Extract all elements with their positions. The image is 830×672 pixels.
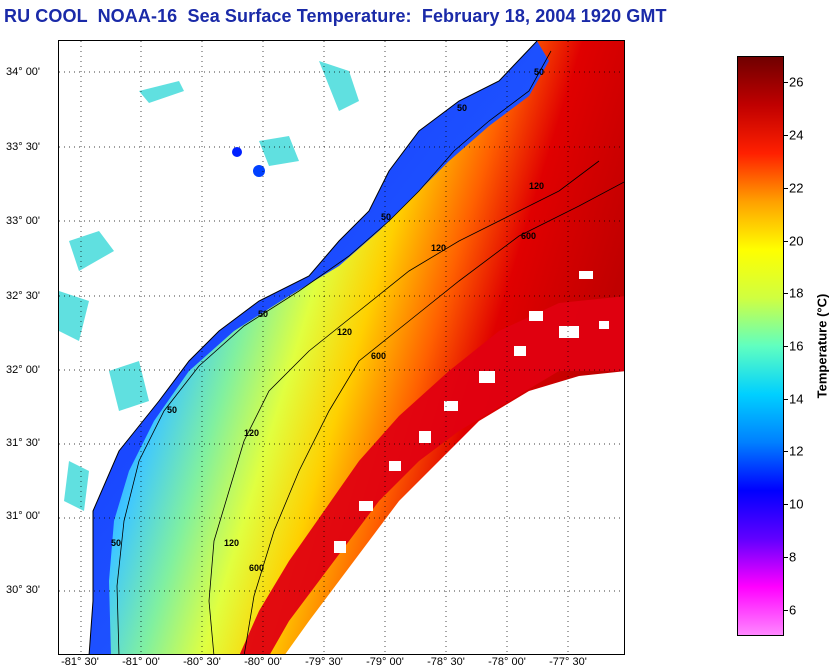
lon-label: -80° 00' — [244, 656, 282, 668]
contour-label: 120 — [224, 538, 239, 548]
colorbar-tick-label: 22 — [789, 180, 804, 196]
lat-label: 30° 30' — [6, 584, 41, 596]
contour-label: 50 — [258, 309, 268, 319]
colorbar-tick-label: 12 — [789, 443, 804, 459]
isobath-50 — [116, 50, 552, 654]
lat-label: 31° 30' — [6, 437, 41, 449]
contour-label: 50 — [167, 405, 177, 415]
cloud-mask — [285, 371, 624, 654]
colorbar-tick-label: 14 — [789, 391, 804, 407]
contour-label: 120 — [431, 243, 446, 253]
colorbar-tick-label: 24 — [789, 127, 804, 143]
colorbar-tick-mark — [784, 346, 788, 347]
colorbar-tick-mark — [784, 609, 788, 611]
land-mass — [59, 41, 537, 654]
contour-label: 50 — [111, 538, 121, 548]
colorbar-tick-mark — [784, 398, 788, 400]
colorbar-tick-mark — [784, 556, 788, 558]
colorbar-tick-mark — [784, 504, 788, 506]
contour-label: 50 — [457, 103, 467, 113]
lat-label: 34° 00' — [6, 66, 41, 78]
isobath-120 — [208, 160, 600, 654]
colorbar-tick-label: 6 — [789, 602, 797, 618]
colorbar-tick-mark — [784, 451, 788, 453]
colorbar-tick-label: 8 — [789, 549, 797, 565]
colorbar-tick-label: 20 — [789, 233, 804, 249]
temperature-colorbar — [737, 56, 784, 636]
lat-label: 31° 00' — [6, 510, 41, 522]
gulf-stream-core — [239, 296, 624, 654]
cloud-edge-speckle — [334, 271, 609, 553]
colorbar-tick-mark — [784, 240, 788, 242]
lon-label: -81° 30' — [61, 656, 99, 668]
map-title: RU COOL NOAA-16 Sea Surface Temperature:… — [4, 6, 667, 26]
lon-label: -79° 30' — [305, 656, 343, 668]
lat-label: 32° 30' — [6, 290, 41, 302]
lat-label: 32° 00' — [6, 364, 41, 376]
colorbar-tick-mark — [784, 293, 788, 295]
colorbar-label: Temperature (°C) — [814, 293, 830, 399]
isobath-600 — [243, 181, 624, 654]
contour-label: 600 — [371, 351, 386, 361]
nearshore-cold-band — [89, 41, 549, 654]
sst-map-canvas: 50 50 50 50 50 50 120 120 120 120 120 60… — [59, 41, 624, 654]
lat-label: 33° 30' — [6, 141, 41, 153]
sst-map: 50 50 50 50 50 50 120 120 120 120 120 60… — [58, 40, 625, 655]
colorbar-tick-label: 10 — [789, 496, 804, 512]
lon-label: -81° 00' — [122, 656, 160, 668]
colorbar-tick-label: 18 — [789, 285, 804, 301]
contour-label: 120 — [337, 327, 352, 337]
colorbar-tick-label: 26 — [789, 74, 804, 90]
contour-label: 600 — [521, 231, 536, 241]
contour-label: 120 — [529, 181, 544, 191]
contour-label: 600 — [249, 563, 264, 573]
colorbar-tick-mark — [784, 135, 788, 137]
coastline — [88, 41, 538, 654]
colorbar-tick-mark — [784, 82, 788, 84]
colorbar-tick-label: 16 — [789, 338, 804, 354]
contour-label: 120 — [244, 428, 259, 438]
lat-label: 33° 00' — [6, 215, 41, 227]
lon-label: -79° 00' — [366, 656, 404, 668]
lon-label: -78° 00' — [488, 656, 526, 668]
lon-label: -80° 30' — [183, 656, 221, 668]
colorbar-tick-mark — [784, 187, 788, 189]
lon-label: -78° 30' — [427, 656, 465, 668]
inland-water — [59, 61, 359, 511]
lon-label: -77° 30' — [549, 656, 587, 668]
contour-label: 50 — [381, 212, 391, 222]
